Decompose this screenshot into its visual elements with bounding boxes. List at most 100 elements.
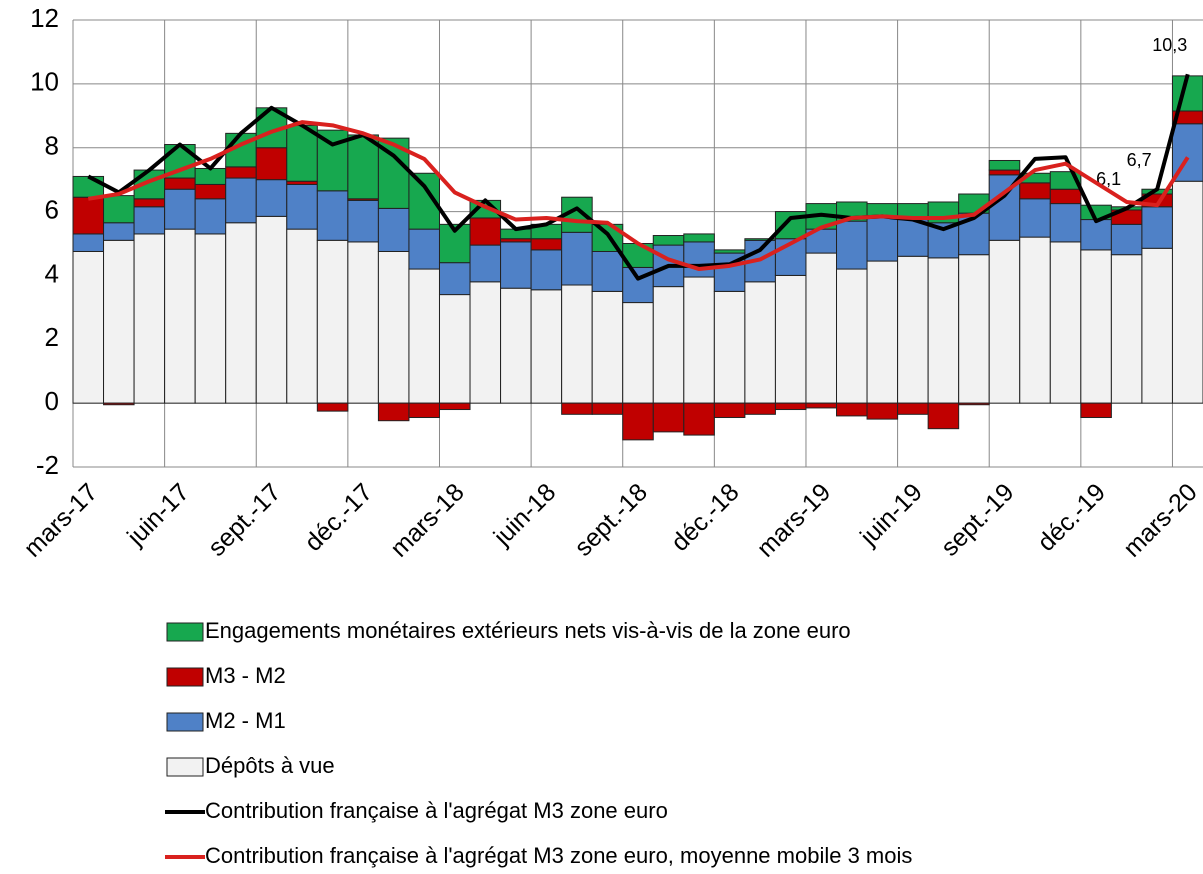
legend-label: M3 - M2 bbox=[205, 663, 286, 688]
bar-segment bbox=[683, 233, 715, 243]
bar-segment bbox=[286, 228, 318, 404]
y-tick-label: 2 bbox=[45, 322, 59, 352]
bar-segment bbox=[1049, 188, 1082, 205]
bar-segment bbox=[103, 239, 135, 404]
bar-segment bbox=[438, 262, 471, 296]
bar-segment bbox=[988, 159, 1021, 171]
bar-segment bbox=[194, 233, 227, 404]
bar-segment bbox=[408, 228, 440, 270]
bar-segment bbox=[72, 233, 105, 252]
y-tick-label: 0 bbox=[45, 386, 59, 416]
bar-segment bbox=[133, 198, 166, 208]
bar-segment bbox=[958, 402, 990, 406]
x-tick-label: mars-20 bbox=[1118, 478, 1203, 563]
bar-segment bbox=[164, 188, 196, 230]
bar-segment bbox=[255, 215, 288, 404]
bar-segment bbox=[836, 220, 868, 270]
bar-segment bbox=[866, 402, 899, 420]
bar-segment bbox=[377, 402, 410, 422]
bar-segment bbox=[622, 402, 654, 441]
bar-segment bbox=[408, 268, 440, 404]
y-tick-label: 6 bbox=[45, 194, 59, 224]
bar-segment bbox=[316, 239, 349, 404]
y-tick-label: 4 bbox=[45, 258, 59, 288]
bar-segment bbox=[438, 294, 471, 404]
x-tick-label: sept.-17 bbox=[203, 478, 287, 562]
x-tick-label: sept.-19 bbox=[936, 478, 1020, 562]
bar-segment bbox=[591, 290, 624, 404]
bar-segment bbox=[1049, 241, 1082, 404]
bar-segment bbox=[377, 250, 410, 404]
legend-label: Contribution française à l'agrégat M3 zo… bbox=[205, 843, 912, 868]
bar-segment bbox=[866, 217, 899, 262]
bar-segment bbox=[1019, 236, 1051, 404]
bar-segment bbox=[194, 198, 227, 235]
bar-segment bbox=[805, 252, 838, 404]
bar-segment bbox=[1141, 247, 1173, 404]
bar-segment bbox=[1080, 219, 1112, 251]
y-tick-label: 8 bbox=[45, 131, 59, 161]
x-tick-label: déc.-19 bbox=[1032, 478, 1111, 557]
bar-segment bbox=[255, 179, 288, 217]
y-tick-label: -2 bbox=[36, 450, 59, 480]
bar-segment bbox=[347, 241, 379, 404]
legend-swatch bbox=[166, 757, 204, 777]
bar-segment bbox=[561, 231, 593, 286]
bar-segment bbox=[1019, 198, 1051, 238]
bar-segment bbox=[500, 287, 532, 404]
bar-segment bbox=[1141, 206, 1173, 249]
bar-segment bbox=[958, 254, 990, 404]
bar-segment bbox=[805, 402, 838, 409]
bar-segment bbox=[774, 274, 807, 404]
bar-segment bbox=[927, 257, 960, 404]
x-tick-label: déc.-18 bbox=[666, 478, 745, 557]
bar-segment bbox=[164, 228, 196, 404]
line-series bbox=[87, 73, 1190, 281]
bar-segment bbox=[255, 147, 288, 181]
legend-label: M2 - M1 bbox=[205, 708, 286, 733]
data-label: 6,7 bbox=[1127, 150, 1152, 170]
bar-segment bbox=[774, 402, 807, 411]
bar-segment bbox=[72, 175, 105, 198]
bar-segment bbox=[561, 284, 593, 404]
bar-segment bbox=[225, 166, 257, 179]
bar-segment bbox=[103, 195, 135, 224]
bar-segment bbox=[591, 250, 624, 292]
bar-segment bbox=[103, 402, 135, 406]
bar-segment bbox=[744, 402, 776, 415]
bar-segment bbox=[561, 402, 593, 415]
bar-segment bbox=[683, 241, 715, 278]
bar-segment bbox=[225, 222, 257, 404]
bar-segment bbox=[836, 268, 868, 404]
bar-segment bbox=[530, 289, 563, 404]
bar-segment bbox=[194, 183, 227, 200]
bar-segment bbox=[286, 183, 318, 230]
bar-segment bbox=[1110, 254, 1143, 404]
bar-segment bbox=[133, 206, 166, 235]
bar-segment bbox=[1049, 203, 1082, 243]
bar-segment bbox=[1080, 249, 1112, 404]
bar-segment bbox=[927, 402, 960, 430]
bar-segment bbox=[836, 402, 868, 417]
bar-segment bbox=[744, 281, 776, 404]
line-series bbox=[87, 120, 1190, 272]
bar-segment bbox=[652, 235, 685, 246]
bar-segment bbox=[347, 199, 379, 243]
bar-segment bbox=[683, 402, 715, 436]
bar-segment bbox=[866, 260, 899, 404]
bar-segment bbox=[530, 238, 563, 251]
bar-segment bbox=[469, 217, 502, 246]
legend-label: Dépôts à vue bbox=[205, 753, 335, 778]
bar-segment bbox=[683, 276, 715, 404]
bar-segment bbox=[988, 169, 1021, 176]
x-tick-label: mars-18 bbox=[385, 478, 470, 563]
legend-label: Contribution française à l'agrégat M3 zo… bbox=[205, 798, 668, 823]
bar-segment bbox=[316, 402, 349, 412]
legend-swatch bbox=[166, 667, 204, 687]
legend-label: Engagements monétaires extérieurs nets v… bbox=[205, 618, 851, 643]
bar-segment bbox=[316, 190, 349, 241]
bar-segment bbox=[408, 172, 440, 230]
x-tick-label: mars-17 bbox=[19, 478, 104, 563]
bar-segment bbox=[164, 177, 196, 190]
